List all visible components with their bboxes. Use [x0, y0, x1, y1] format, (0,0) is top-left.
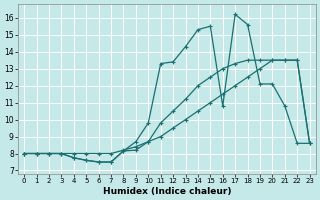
X-axis label: Humidex (Indice chaleur): Humidex (Indice chaleur) [103, 187, 231, 196]
